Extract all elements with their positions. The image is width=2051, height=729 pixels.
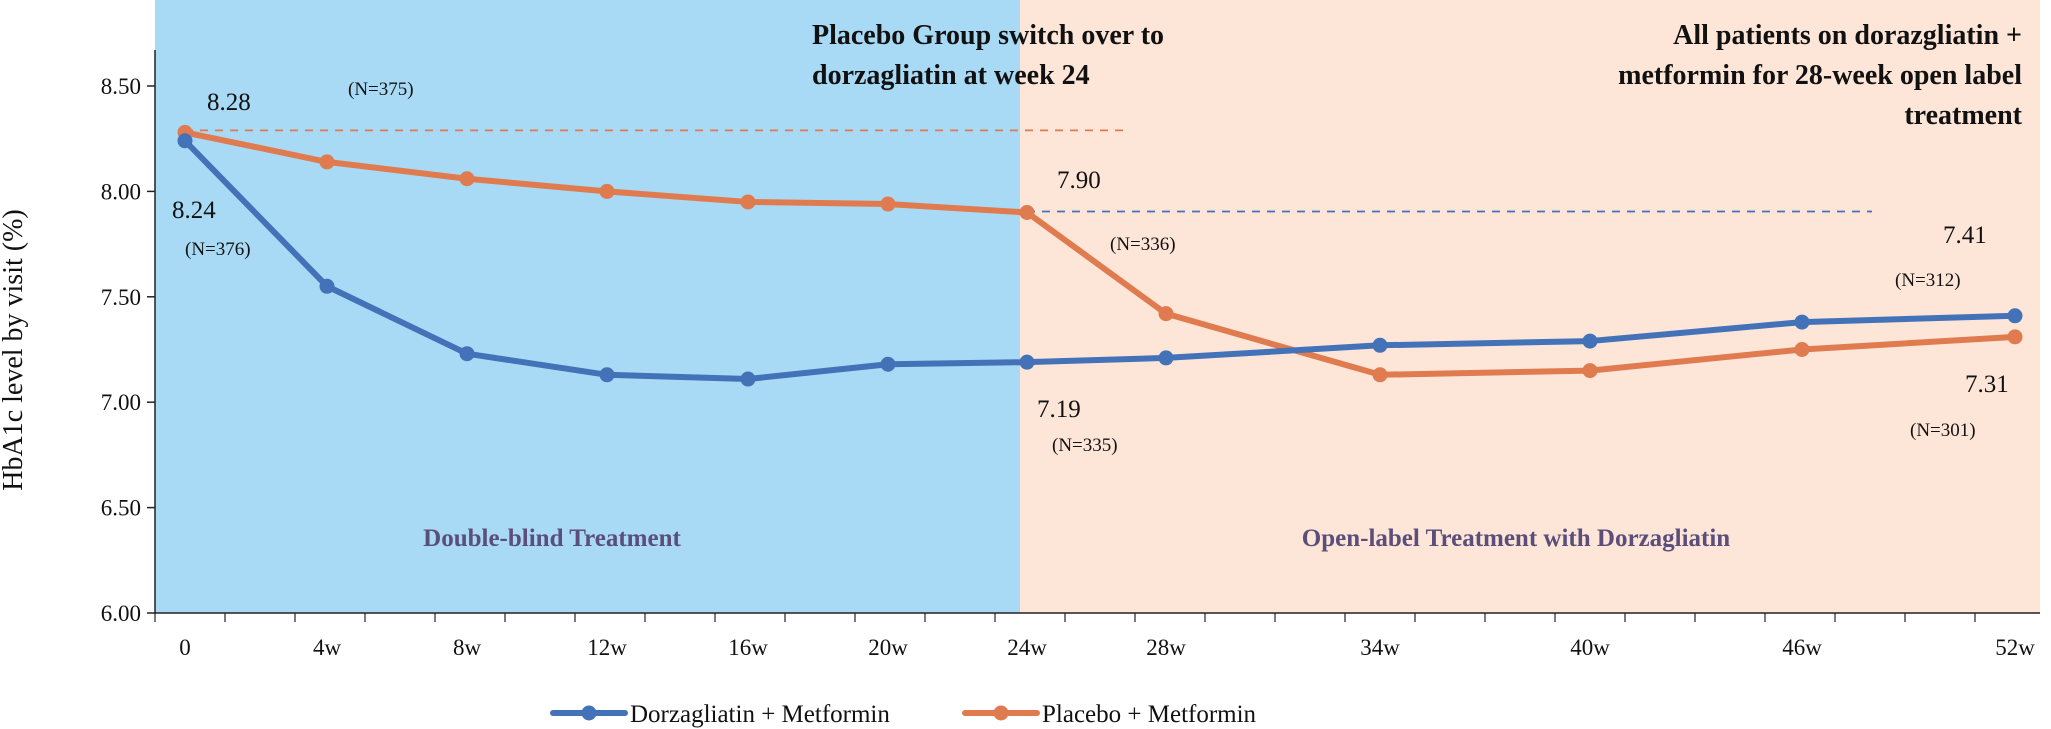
y-tick-label: 7.50 [101, 285, 141, 310]
value-label-placebo-start-n: (N=375) [348, 79, 414, 100]
x-tick-label: 40w [1570, 635, 1610, 660]
data-point-placebo [1158, 306, 1174, 322]
data-point-dorzagliatin [1019, 354, 1035, 370]
legend-marker [993, 705, 1009, 721]
x-tick-label: 34w [1360, 635, 1400, 660]
data-point-placebo [599, 183, 615, 199]
y-tick-label: 6.00 [101, 601, 141, 626]
x-tick-label: 0 [179, 635, 191, 660]
x-tick-label: 28w [1146, 635, 1186, 660]
value-label-placebo-52w-n: (N=301) [1910, 420, 1976, 441]
data-point-dorzagliatin [880, 356, 896, 372]
y-tick-label: 8.50 [101, 74, 141, 99]
data-point-placebo [1372, 367, 1388, 383]
data-point-placebo [880, 196, 896, 212]
data-point-placebo [1582, 363, 1598, 379]
legend-label: Placebo + Metformin [1042, 701, 1257, 728]
value-label-dorz-52w: 7.41 [1943, 222, 1987, 249]
switch-note-line: Placebo Group switch over to [812, 20, 1164, 51]
open-label-region [1020, 0, 2040, 613]
y-tick-label: 6.50 [101, 496, 141, 521]
data-point-dorzagliatin [599, 367, 615, 383]
series-line-dorzagliatin [182, 137, 2018, 383]
switch-note-line: dorzagliatin at week 24 [812, 60, 1090, 91]
x-tick-label: 52w [1995, 635, 2035, 660]
data-point-dorzagliatin [1158, 350, 1174, 366]
value-label-dorz-24w-n: (N=335) [1052, 435, 1118, 456]
value-label-placebo-start: 8.28 [207, 89, 251, 116]
region-label-double-blind: Double-blind Treatment [423, 525, 681, 552]
x-tick-label: 24w [1007, 635, 1047, 660]
value-label-dorz-start: 8.24 [172, 197, 216, 224]
value-label-dorz-24w: 7.19 [1037, 396, 1081, 423]
x-tick-label: 46w [1782, 635, 1822, 660]
openlabel-note-line: metformin for 28-week open label [1618, 60, 2022, 91]
data-point-placebo [1019, 204, 1035, 220]
y-axis-title: HbA1c level by visit (%) [0, 209, 29, 491]
y-tick-label: 8.00 [101, 179, 141, 204]
data-point-dorzagliatin [740, 371, 756, 387]
openlabel-note-line: All patients on dorazgliatin + [1673, 20, 2022, 51]
data-point-placebo [319, 154, 335, 170]
data-point-dorzagliatin [177, 133, 193, 149]
data-point-dorzagliatin [319, 278, 335, 294]
x-tick-label: 16w [728, 635, 768, 660]
region-label-open-label: Open-label Treatment with Dorzagliatin [1302, 525, 1731, 552]
value-label-dorz-start-n: (N=376) [185, 239, 251, 260]
series-line-placebo [182, 129, 2018, 378]
value-label-dorz-52w-n: (N=312) [1895, 270, 1961, 291]
legend-marker [581, 705, 597, 721]
data-point-dorzagliatin [2007, 308, 2023, 324]
value-label-placebo-24w: 7.90 [1057, 167, 1101, 194]
openlabel-note-line: treatment [1904, 100, 2022, 131]
x-tick-label: 20w [868, 635, 908, 660]
y-tick-label: 7.00 [101, 390, 141, 415]
value-label-placebo-24w-n: (N=336) [1110, 234, 1176, 255]
x-tick-label: 12w [587, 635, 627, 660]
data-point-placebo [2007, 329, 2023, 345]
double-blind-region [155, 0, 1020, 613]
data-point-dorzagliatin [1582, 333, 1598, 349]
x-tick-label: 8w [453, 635, 482, 660]
x-tick-label: 4w [313, 635, 342, 660]
data-point-dorzagliatin [1794, 314, 1810, 330]
data-point-placebo [459, 171, 475, 187]
value-label-placebo-52w: 7.31 [1965, 371, 2009, 398]
data-point-placebo [1794, 342, 1810, 357]
data-point-dorzagliatin [459, 346, 475, 362]
data-point-dorzagliatin [1372, 337, 1388, 353]
data-point-placebo [740, 194, 756, 210]
legend-label: Dorzagliatin + Metformin [630, 701, 890, 728]
